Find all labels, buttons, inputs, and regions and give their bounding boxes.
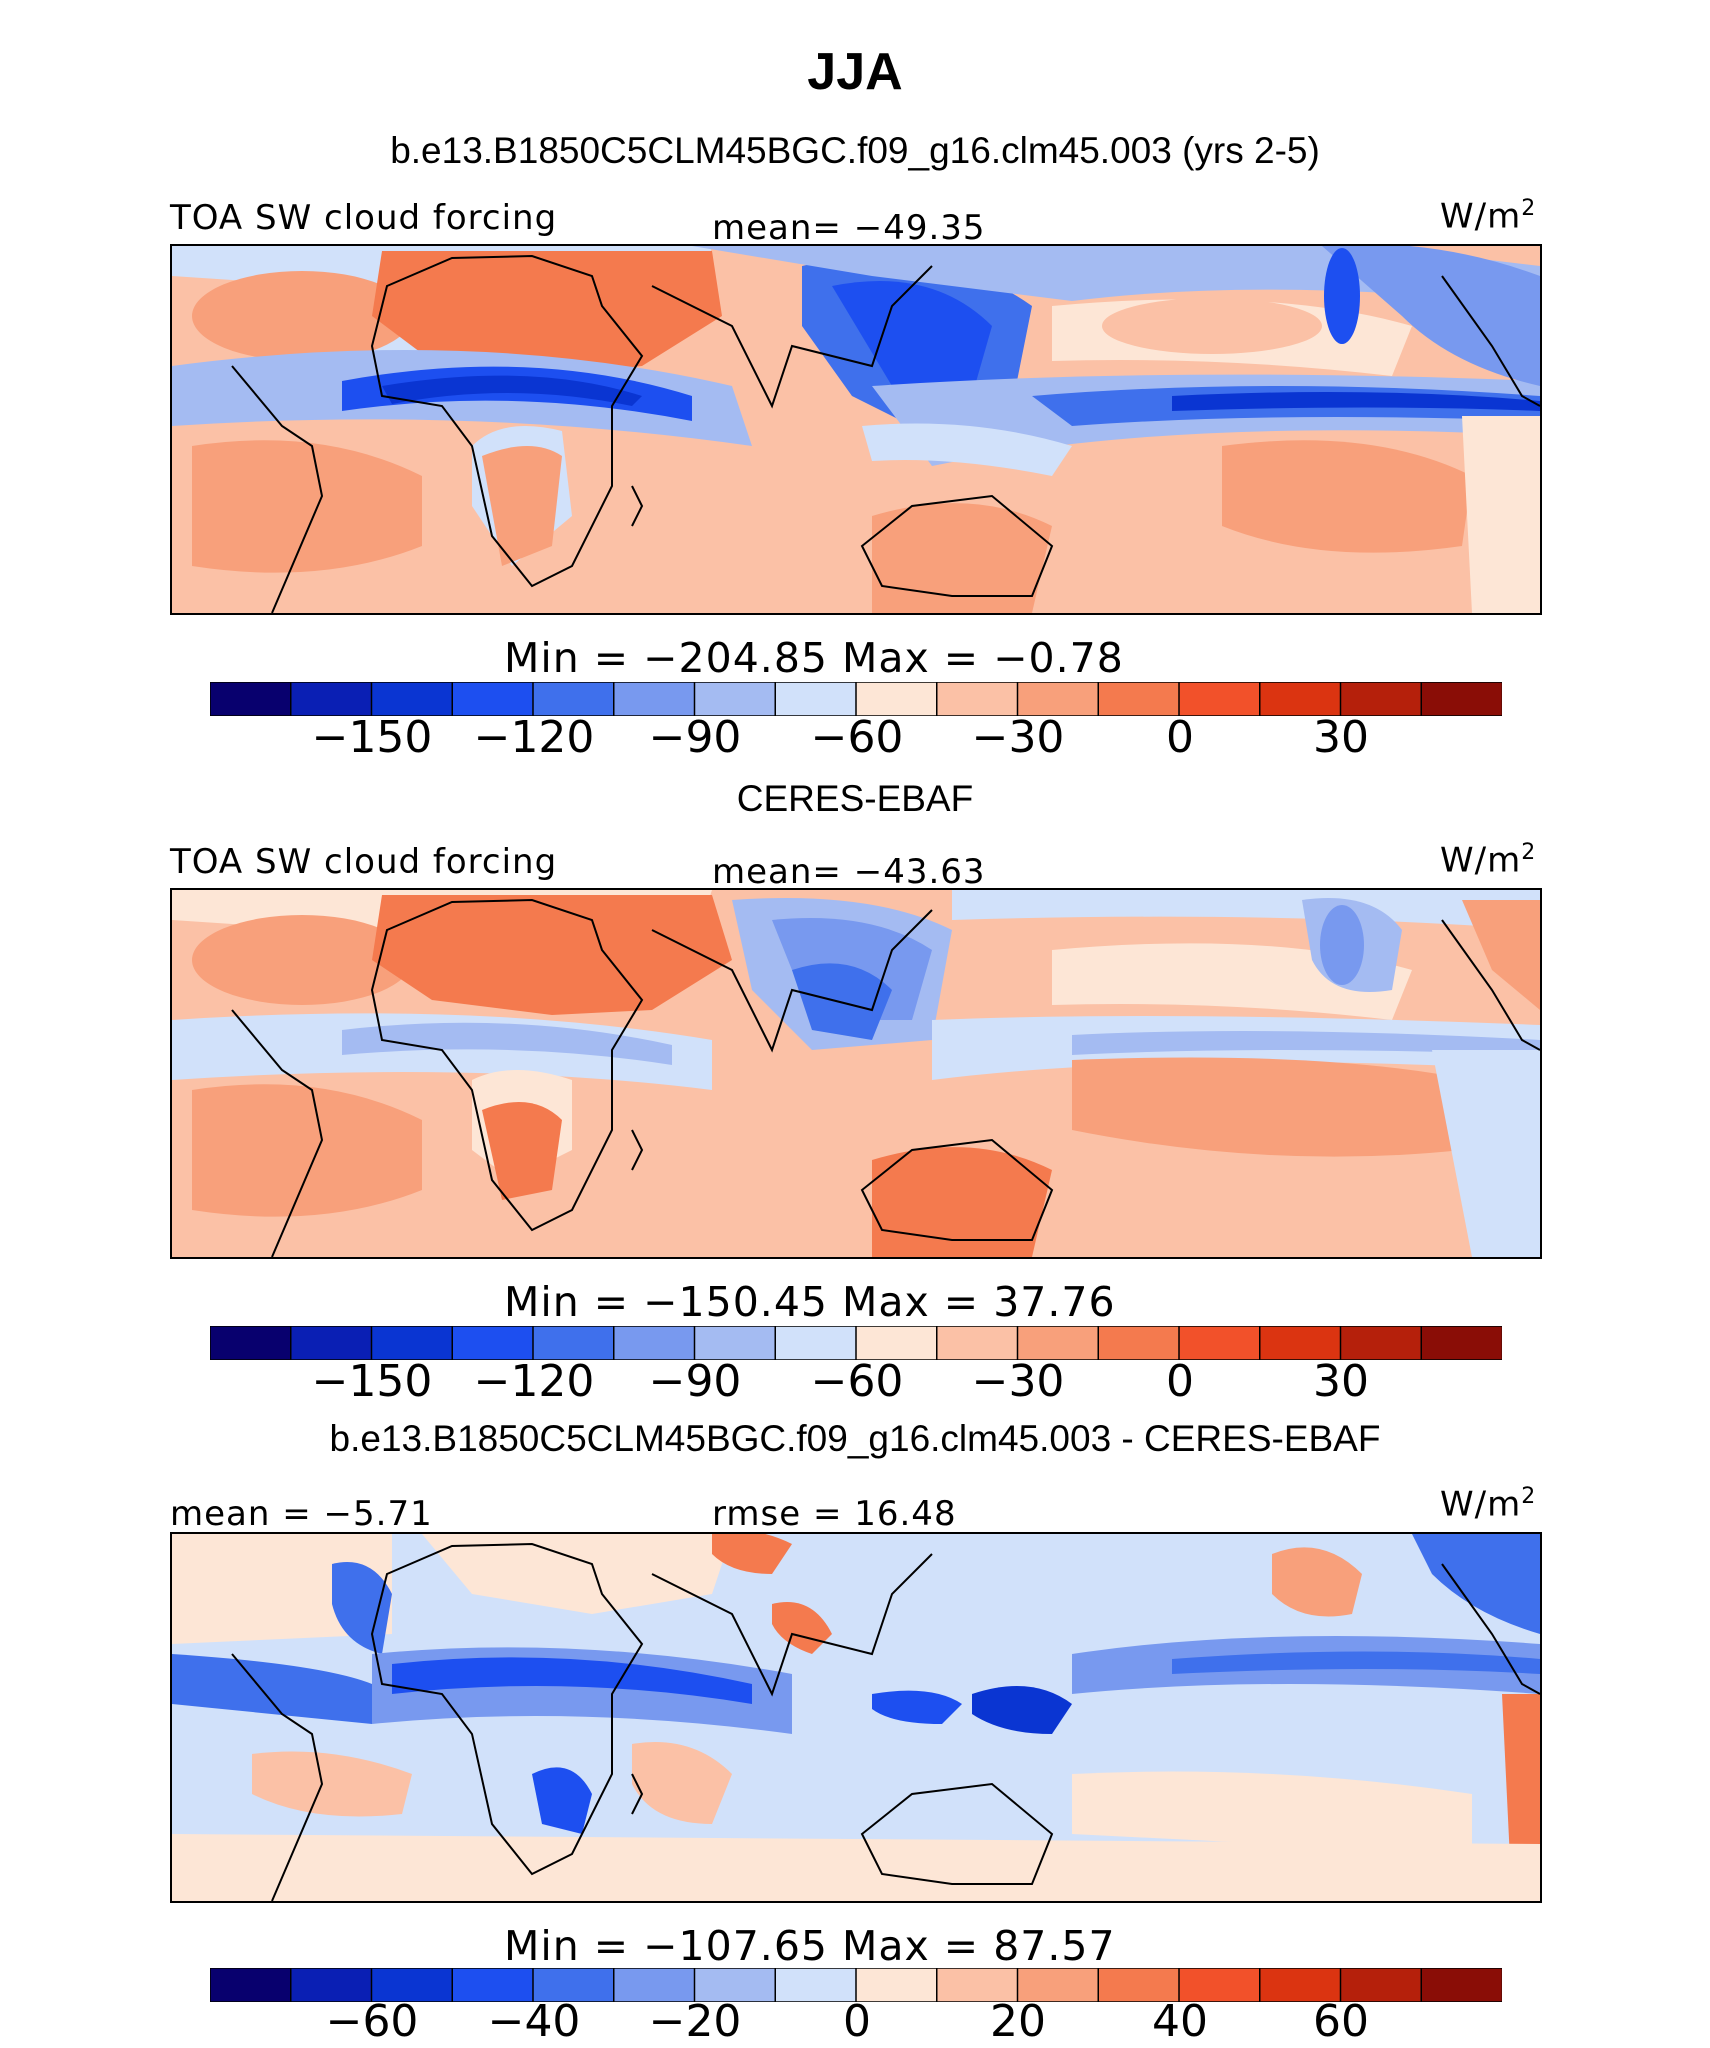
panel-3-subtitle: b.e13.B1850C5CLM45BGC.f09_g16.clm45.003 …: [329, 1418, 1381, 1459]
colorbar-swatch: [1420, 1968, 1502, 2002]
colorbar-swatch: [210, 1968, 292, 2002]
panel-2-mean-label: mean= −43.63: [712, 852, 986, 892]
colorbar-swatch: [1259, 1326, 1342, 1360]
panel-1-cbar-tick: 30: [1313, 712, 1369, 763]
panel-1-variable-label: TOA SW cloud forcing: [170, 198, 558, 238]
panel-2-cbar-tick: 0: [1166, 1356, 1194, 1407]
panel-3-map-svg: [172, 1534, 1540, 1901]
panel-3-units: W/m2: [1440, 1484, 1537, 1525]
colorbar-swatch: [693, 682, 777, 716]
panel-3-cbar-tick: −40: [487, 1996, 581, 2047]
colorbar-swatch: [290, 1326, 373, 1360]
colorbar-swatch: [1178, 1326, 1261, 1360]
panel-1-map: [170, 244, 1542, 615]
panel-1-mean-label: mean= −49.35: [712, 208, 986, 248]
colorbar-swatch: [451, 1326, 535, 1360]
panel-3-colorbar: [210, 1968, 1502, 2002]
panel-1-cbar-tick: −90: [648, 712, 742, 763]
colorbar-swatch: [1339, 682, 1423, 716]
panel-1-map-svg: [172, 246, 1540, 613]
panel-2-variable-label: TOA SW cloud forcing: [170, 842, 558, 882]
colorbar-swatch: [1420, 1326, 1502, 1360]
panel-2-field-contours: [172, 890, 1540, 1257]
colorbar-swatch: [1097, 1326, 1181, 1360]
panel-1-subtitle: b.e13.B1850C5CLM45BGC.f09_g16.clm45.003 …: [390, 130, 1320, 171]
panel-3-cbar-tick: 20: [990, 1996, 1046, 2047]
panel-2-subtitle: CERES-EBAF: [736, 778, 974, 819]
panel-3-cbar-tick: 40: [1152, 1996, 1208, 2047]
colorbar-swatch: [855, 1326, 938, 1360]
panel-1-cbar-tick: −60: [810, 712, 904, 763]
colorbar-swatch: [290, 682, 373, 716]
colorbar-swatch: [210, 682, 292, 716]
panel-2-units: W/m2: [1440, 840, 1537, 881]
colorbar-swatch: [210, 1326, 292, 1360]
panel-3-coastlines: [231, 1542, 1540, 1901]
panel-1-colorbar: [210, 682, 1502, 716]
panel-3-cbar-tick: −20: [648, 1996, 742, 2047]
colorbar-swatch: [613, 1326, 696, 1360]
colorbar-swatch: [532, 1968, 615, 2002]
panel-2-cbar-tick: −30: [971, 1356, 1065, 1407]
colorbar-swatch: [613, 682, 696, 716]
panel-1-cbar-tick: −120: [473, 712, 595, 763]
panel-3-map: [170, 1532, 1542, 1903]
panel-2-cbar-tick: 30: [1313, 1356, 1369, 1407]
panel-2-colorbar-svg: [210, 1326, 1502, 1360]
panel-3-colorbar-svg: [210, 1968, 1502, 2002]
panel-3-minmax: Min = −107.65 Max = 87.57: [504, 1922, 1116, 1970]
colorbar-swatch: [1259, 682, 1342, 716]
colorbar-swatch: [1178, 682, 1261, 716]
panel-2-map-svg: [172, 890, 1540, 1257]
panel-2-cbar-tick: −60: [810, 1356, 904, 1407]
panel-2-coastlines: [231, 898, 1540, 1257]
colorbar-swatch: [855, 1968, 938, 2002]
panel-3-cbar-tick: −60: [325, 1996, 419, 2047]
colorbar-swatch: [693, 1326, 777, 1360]
panel-3-rmse-label: rmse = 16.48: [712, 1494, 957, 1534]
panel-1-cbar-tick: −30: [971, 712, 1065, 763]
panel-2-cbar-tick: −90: [648, 1356, 742, 1407]
colorbar-swatch: [1339, 1968, 1423, 2002]
colorbar-swatch: [532, 682, 615, 716]
panel-1-cbar-tick: 0: [1166, 712, 1194, 763]
colorbar-swatch: [532, 1326, 615, 1360]
panel-2-cbar-tick: −150: [311, 1356, 433, 1407]
panel-3-cbar-tick: 0: [843, 1996, 871, 2047]
panel-2-map: [170, 888, 1542, 1259]
colorbar-swatch: [1016, 682, 1100, 716]
panel-1-units: W/m2: [1440, 196, 1537, 237]
panel-1-field-contours: [172, 246, 1540, 613]
colorbar-swatch: [1259, 1968, 1342, 2002]
colorbar-swatch: [1339, 1326, 1423, 1360]
colorbar-swatch: [370, 682, 454, 716]
panel-2-cbar-tick: −120: [473, 1356, 595, 1407]
panel-1-minmax: Min = −204.85 Max = −0.78: [504, 634, 1124, 682]
figure-title: JJA: [807, 43, 903, 101]
colorbar-swatch: [936, 1326, 1019, 1360]
colorbar-swatch: [774, 682, 858, 716]
colorbar-swatch: [855, 682, 938, 716]
colorbar-swatch: [1016, 1968, 1100, 2002]
colorbar-swatch: [370, 1326, 454, 1360]
colorbar-swatch: [936, 682, 1019, 716]
colorbar-swatch: [451, 682, 535, 716]
colorbar-swatch: [1420, 682, 1502, 716]
panel-2-minmax: Min = −150.45 Max = 37.76: [504, 1278, 1116, 1326]
colorbar-swatch: [774, 1326, 858, 1360]
colorbar-swatch: [1016, 1326, 1100, 1360]
panel-3-cbar-tick: 60: [1313, 1996, 1369, 2047]
colorbar-swatch: [451, 1968, 535, 2002]
panel-1-cbar-tick: −150: [311, 712, 433, 763]
panel-3-mean-label: mean = −5.71: [170, 1494, 433, 1534]
panel-2-colorbar: [210, 1326, 1502, 1360]
panel-1-coastlines: [231, 254, 1540, 613]
panel-1-colorbar-svg: [210, 682, 1502, 716]
colorbar-swatch: [613, 1968, 696, 2002]
colorbar-swatch: [693, 1968, 777, 2002]
colorbar-swatch: [1097, 682, 1181, 716]
colorbar-swatch: [774, 1968, 858, 2002]
